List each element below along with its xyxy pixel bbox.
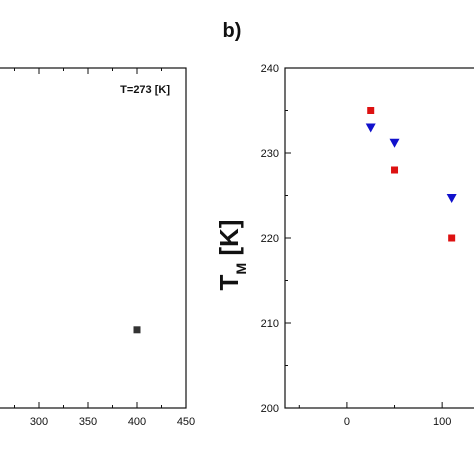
right-y-tick-label: 200 (261, 403, 279, 415)
y-label-unit: [K] (214, 220, 244, 263)
panel-b-label: b) (223, 20, 242, 42)
right-x-ticks: 0 100 (298, 402, 451, 428)
left-top-ticks (14, 68, 187, 74)
red-square-point (448, 234, 456, 242)
blue-triangle-point (446, 194, 457, 204)
left-panel: T=273 [K] 300 350 400 450 (0, 67, 195, 428)
red-square-point (391, 166, 399, 174)
right-y-tick-label: 220 (261, 233, 279, 245)
right-y-axis-label: TM [K] (214, 220, 249, 291)
y-label-subscript: M (233, 263, 249, 275)
left-x-tick-label: 350 (79, 416, 97, 428)
left-data-point (133, 326, 141, 334)
left-x-ticks: 300 350 400 450 (30, 402, 195, 428)
right-y-tick-label: 240 (261, 63, 279, 75)
left-data-points (133, 326, 141, 334)
right-y-tick-label: 210 (261, 318, 279, 330)
right-data-points (365, 107, 457, 242)
left-x-minor-ticks (14, 405, 162, 408)
y-label-symbol: T (214, 274, 244, 290)
red-square-point (367, 107, 375, 114)
right-y-ticks: 200 210 220 230 240 (261, 63, 291, 415)
left-annotation: T=273 [K] (120, 84, 170, 96)
right-y-tick-label: 230 (261, 148, 279, 160)
right-x-tick-label: 100 (433, 416, 451, 428)
right-panel: TM [K] 200 210 220 230 240 0 100 (214, 63, 474, 428)
left-x-tick-label: 450 (177, 416, 195, 428)
left-x-tick-label: 400 (128, 416, 146, 428)
blue-triangle-point (389, 138, 400, 148)
blue-triangle-point (365, 123, 376, 133)
left-x-tick-label: 300 (30, 416, 48, 428)
svg-text:TM [K]: TM [K] (214, 220, 249, 291)
right-x-tick-label: 0 (344, 416, 350, 428)
